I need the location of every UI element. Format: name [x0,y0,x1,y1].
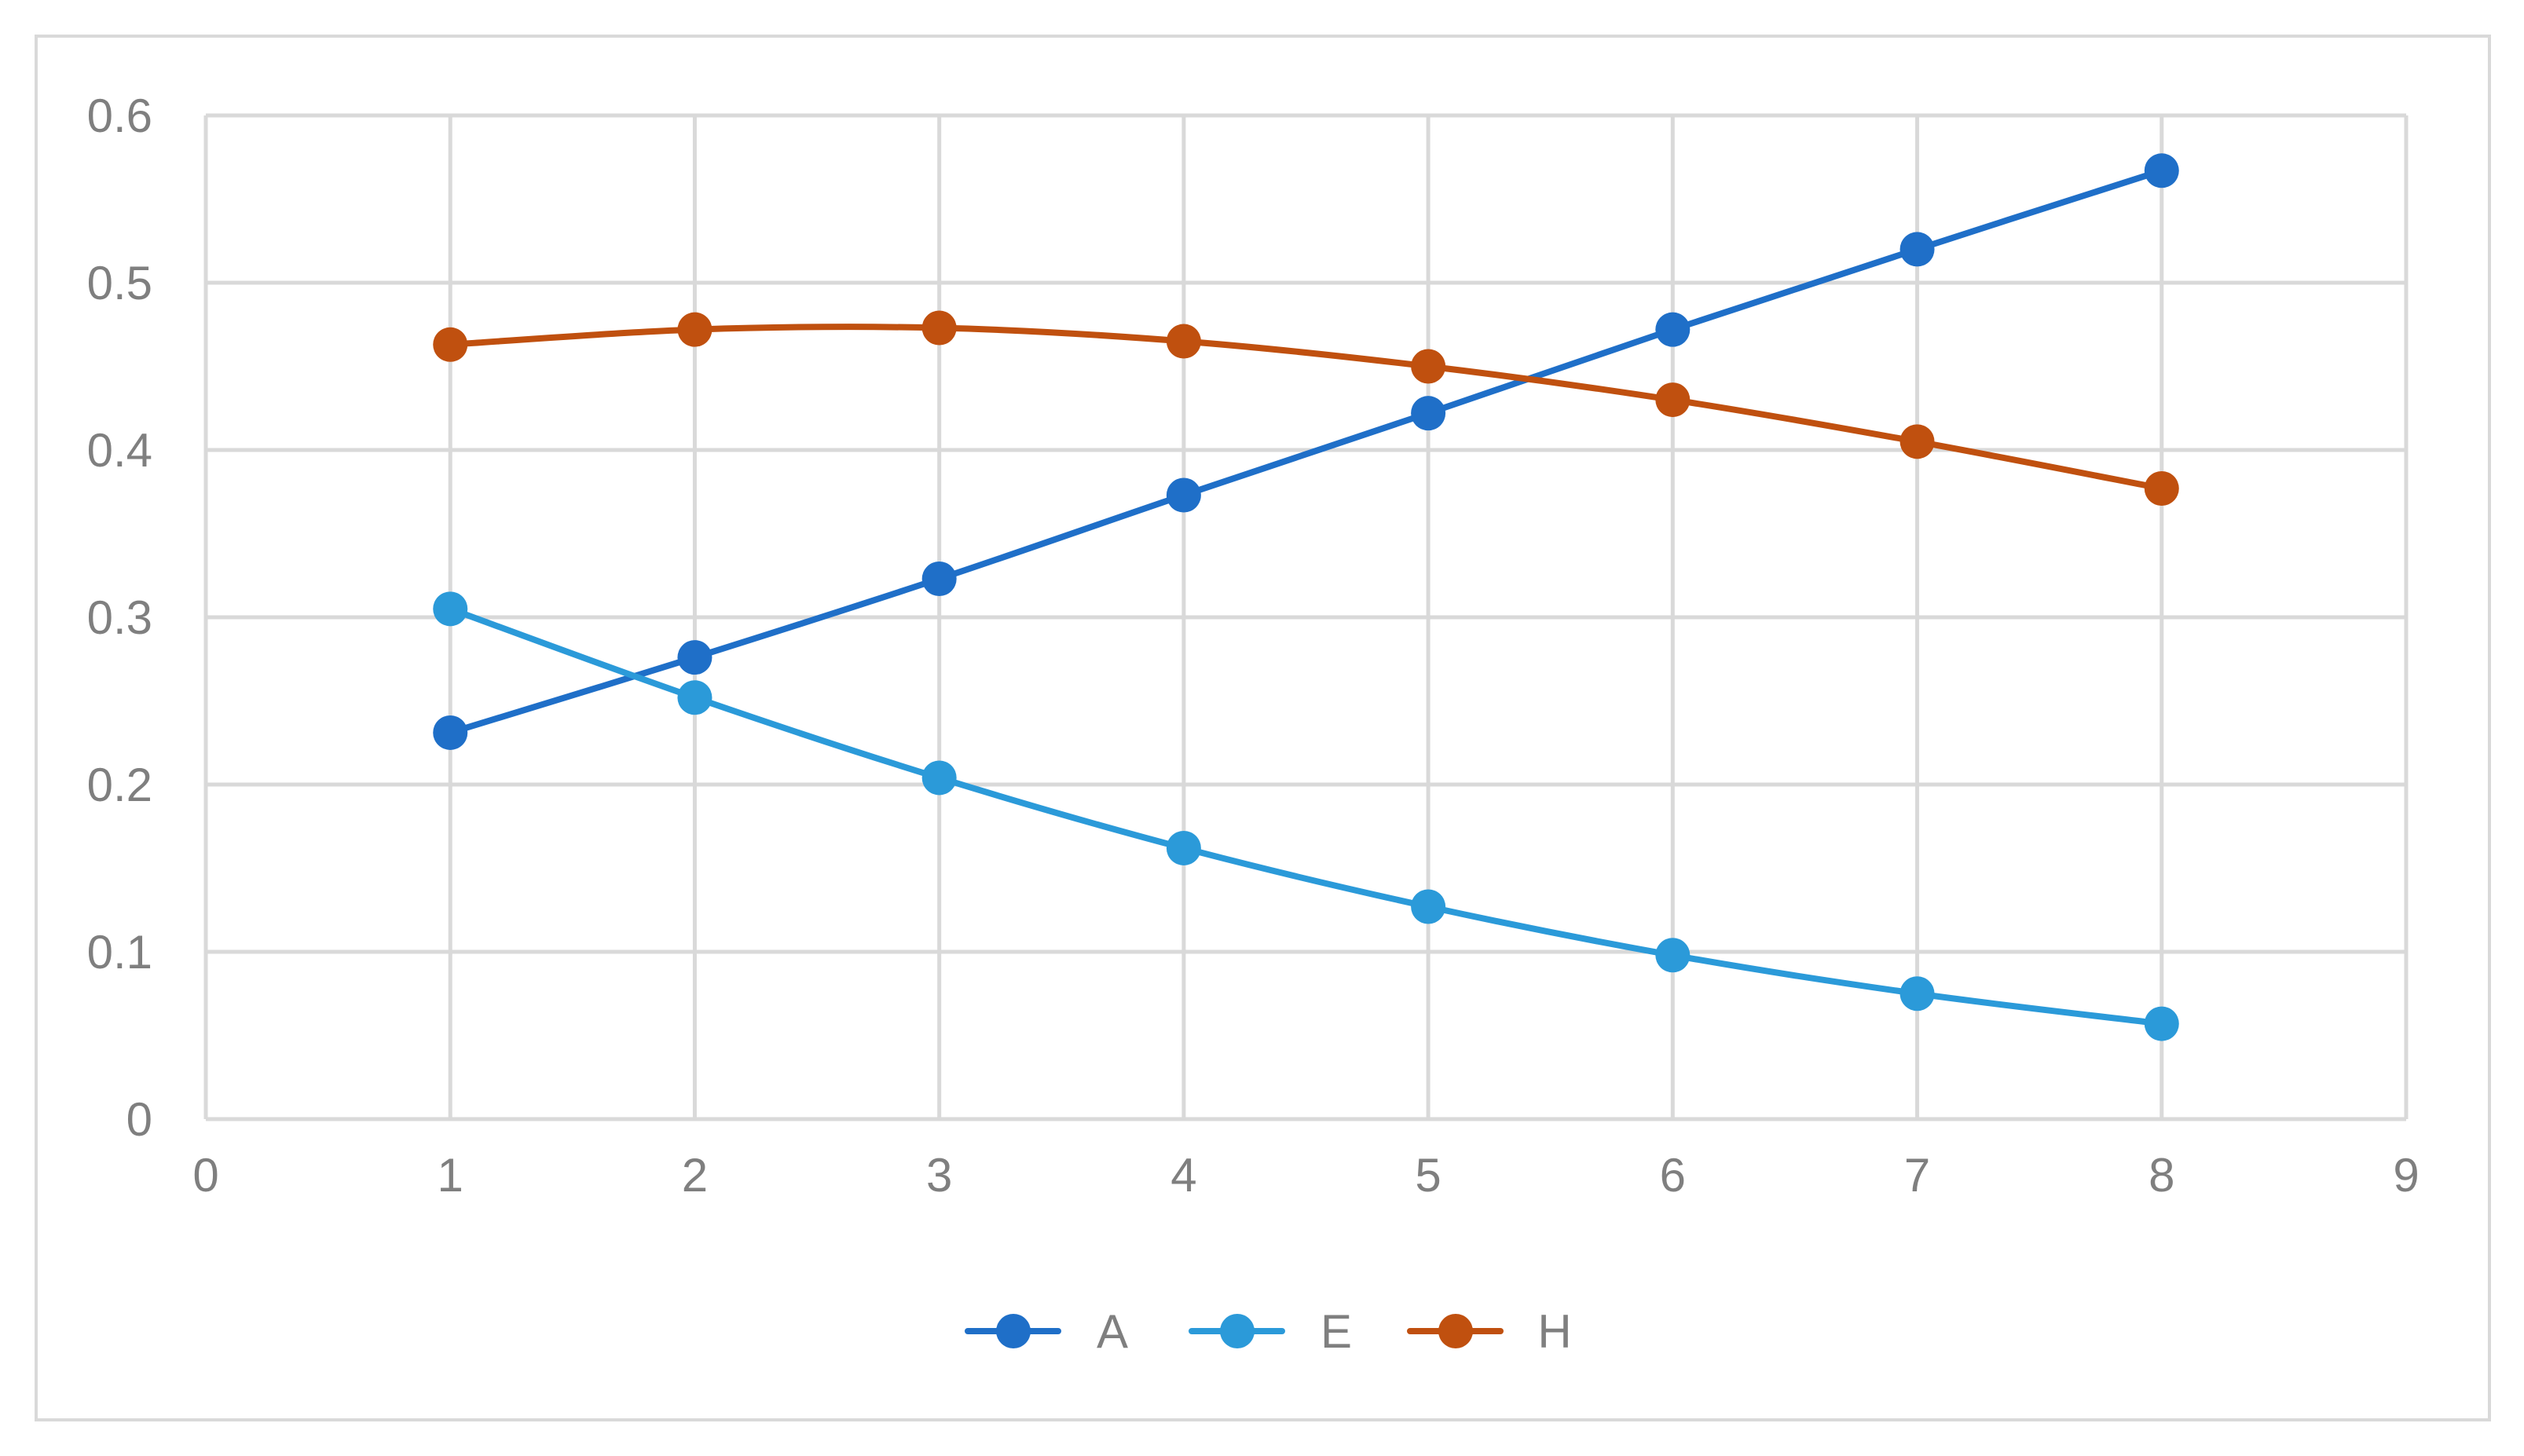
x-tick-label: 6 [1660,1149,1686,1202]
data-point [1411,396,1446,431]
legend-item-E: E [1189,1305,1352,1358]
x-tick-label: 5 [1415,1149,1441,1202]
y-tick-label: 0.1 [87,926,152,979]
data-point [1655,312,1691,347]
legend-item-A: A [965,1305,1128,1358]
data-point [1166,477,1201,513]
legend-item-H: H [1407,1305,1572,1358]
data-point [2144,1006,2179,1041]
data-point [1655,382,1691,418]
data-point [1411,889,1446,924]
x-tick-label: 8 [2149,1149,2174,1202]
data-point [677,640,713,675]
legend-swatch-marker [996,1314,1031,1348]
legend-label: H [1537,1305,1571,1358]
y-tick-label: 0.4 [87,424,152,477]
data-point [921,310,957,346]
series-line [447,324,2165,492]
x-tick-label: 9 [2393,1149,2419,1202]
data-point [1899,976,1935,1012]
grid [203,113,2409,1119]
data-point [433,715,468,750]
data-point [1166,324,1201,359]
legend-swatch-marker [1220,1314,1255,1348]
legend-label: E [1321,1305,1352,1358]
data-point [1411,349,1446,384]
data-point [1899,232,1935,267]
series-line [447,605,2165,1027]
x-tick-label: 7 [1904,1149,1930,1202]
y-tick-label: 0.5 [87,257,152,309]
legend-swatch-marker [1438,1314,1473,1348]
data-point [1655,938,1691,973]
tick-labels: 0 1 2 3 4 5 6 7 8 9 0 0.1 0.2 0.3 0.4 0.5 0.6 [87,90,2420,1202]
data-point [677,312,713,347]
y-tick-label: 0.3 [87,591,152,644]
series-A [433,153,2179,750]
data-point [2144,153,2179,188]
y-tick-label: 0.6 [87,90,152,142]
x-tick-label: 0 [192,1149,218,1202]
data-point [921,562,957,597]
x-tick-label: 2 [682,1149,708,1202]
x-tick-label: 4 [1170,1149,1196,1202]
legend-label: A [1097,1305,1128,1358]
x-tick-label: 3 [926,1149,952,1202]
data-point [1899,424,1935,459]
data-point [433,327,468,362]
y-tick-label: 0.2 [87,759,152,811]
x-tick-label: 1 [438,1149,463,1202]
series-H [433,310,2179,506]
y-tick-label: 0 [126,1093,152,1146]
data-point [2144,470,2179,506]
data-point [677,680,713,715]
data-point [1166,830,1201,865]
data-point [921,760,957,796]
series-group [433,153,2179,1041]
data-point [433,591,468,627]
series-line [447,167,2165,736]
series-E [433,591,2179,1041]
